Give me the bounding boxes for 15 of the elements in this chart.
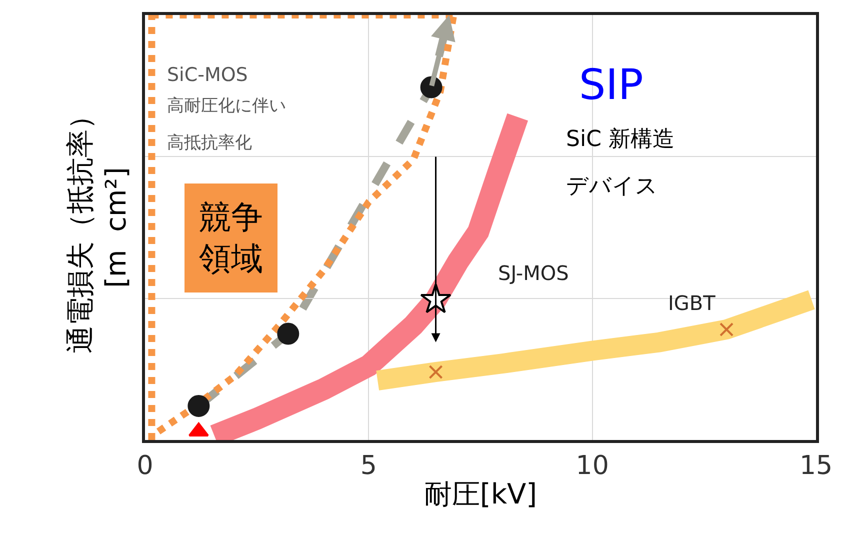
annotation: 高抵抗率化 <box>167 133 252 153</box>
x-tick-label: 10 <box>576 451 609 482</box>
annotation: 高耐圧化に伴い <box>167 96 286 116</box>
x-tick-label: 15 <box>799 451 833 482</box>
annotation: 競争領域 <box>199 198 263 278</box>
annotation: SJ-MOS <box>498 261 569 285</box>
annotation: IGBT <box>668 291 716 315</box>
annotation: デバイス <box>566 174 658 199</box>
annotation: SiC-MOS <box>167 64 248 86</box>
x-tick-label: 5 <box>360 451 377 482</box>
annotation: SiC 新構造 <box>566 127 674 152</box>
annotation: SIP <box>579 60 644 109</box>
y-axis-title: 通電損失（抵抗率） [m cm²] <box>63 102 133 354</box>
x-axis-title: 耐圧[kV] <box>424 477 538 510</box>
x-tick-label: 0 <box>136 451 154 482</box>
